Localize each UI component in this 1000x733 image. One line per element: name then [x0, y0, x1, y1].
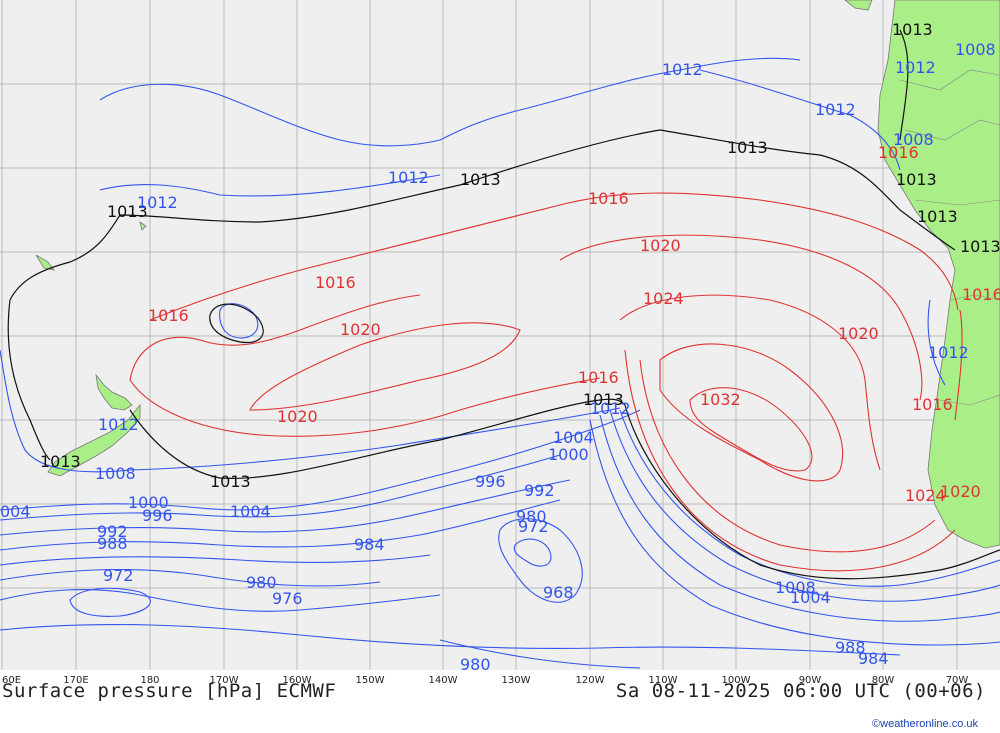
label-984: 984: [354, 535, 385, 554]
credit-link[interactable]: ©weatheronline.co.uk: [872, 718, 978, 730]
label-996: 996: [475, 472, 506, 491]
label-1024: 1024: [643, 289, 684, 308]
x-tick: 110W: [648, 675, 678, 686]
isobars-low: [0, 57, 1000, 669]
label-1020: 1020: [940, 482, 981, 501]
south-america-land: [877, 0, 1000, 549]
label-1004: 1004: [790, 588, 831, 607]
label-1013: 1013: [917, 207, 958, 226]
label-1012: 1012: [388, 168, 429, 187]
label-1013: 1013: [460, 170, 501, 189]
isobars-high: [129, 192, 963, 572]
new-zealand-north-island: [95, 373, 133, 411]
label-1008: 1008: [893, 130, 934, 149]
x-tick: 150W: [355, 675, 385, 686]
label-996: 996: [142, 506, 173, 525]
x-tick: 170E: [63, 675, 89, 686]
central-america-land: [844, 0, 873, 11]
x-tick: 180: [140, 675, 160, 686]
land: [35, 0, 1000, 549]
label-976: 976: [272, 589, 303, 608]
x-tick: 80W: [871, 675, 895, 686]
label-1012: 1012: [928, 343, 969, 362]
new-zealand-south-island: [47, 403, 141, 477]
label-1020: 1020: [640, 236, 681, 255]
map-title: Surface pressure [hPa] ECMWF: [2, 680, 337, 702]
valid-time: Sa 08-11-2025 06:00 UTC (00+06): [615, 680, 986, 702]
x-tick: 140W: [428, 675, 458, 686]
label-980: 980: [246, 573, 277, 592]
borders: [899, 69, 1000, 406]
x-tick: 60E: [2, 675, 22, 686]
label-1032: 1032: [700, 390, 741, 409]
x-tick: 70W: [945, 675, 969, 686]
label-1004: 1004: [230, 502, 271, 521]
label-1020: 1020: [340, 320, 381, 339]
label-1012: 1012: [98, 415, 139, 434]
label-1016: 1016: [878, 143, 919, 162]
isobar-labels: 1013 1013 1013 1013 1013 1013 1013 1013 …: [0, 20, 1000, 670]
label-1020: 1020: [838, 324, 879, 343]
label-1000: 1000: [548, 445, 589, 464]
label-1013: 1013: [960, 237, 1000, 256]
label-1016: 1016: [148, 306, 189, 325]
label-1012: 1012: [895, 58, 936, 77]
label-972: 972: [103, 566, 134, 585]
label-1024: 1024: [905, 486, 946, 505]
label-1004: 1004: [553, 428, 594, 447]
label-1013: 1013: [40, 452, 81, 471]
x-tick: 170W: [209, 675, 239, 686]
label-1013: 1013: [892, 20, 933, 39]
label-1013: 1013: [210, 472, 251, 491]
x-tick: 90W: [798, 675, 822, 686]
x-tick: 120W: [575, 675, 605, 686]
graticule: [0, 0, 1000, 670]
label-1004: 004: [0, 502, 31, 521]
label-1013: 1013: [896, 170, 937, 189]
label-980: 980: [460, 655, 491, 670]
label-972: 972: [518, 517, 549, 536]
x-tick: 100W: [721, 675, 751, 686]
label-1013: 1013: [583, 390, 624, 409]
label-1012: 1012: [662, 60, 703, 79]
label-984: 984: [858, 649, 889, 668]
label-1008: 1008: [95, 464, 136, 483]
label-988: 988: [835, 638, 866, 657]
label-1013: 1013: [107, 202, 148, 221]
label-1008: 1008: [775, 578, 816, 597]
label-1012: 1012: [590, 399, 631, 418]
label-1012: 1012: [137, 193, 178, 212]
label-992: 992: [97, 522, 128, 541]
label-1000: 1000: [128, 493, 169, 512]
label-1016: 1016: [588, 189, 629, 208]
label-1008: 1008: [955, 40, 996, 59]
label-1013: 1013: [727, 138, 768, 157]
pressure-map: 1013 1013 1013 1013 1013 1013 1013 1013 …: [0, 0, 1000, 670]
label-980: 980: [516, 507, 547, 526]
label-988: 988: [97, 534, 128, 553]
isobar-1013: [7, 29, 1000, 580]
label-1016: 1016: [962, 285, 1000, 304]
label-1016: 1016: [578, 368, 619, 387]
x-tick: 160W: [282, 675, 312, 686]
label-968: 968: [543, 583, 574, 602]
label-992: 992: [524, 481, 555, 500]
label-1020: 1020: [277, 407, 318, 426]
label-1012: 1012: [815, 100, 856, 119]
map-canvas: 1013 1013 1013 1013 1013 1013 1013 1013 …: [0, 0, 1000, 670]
label-1016: 1016: [912, 395, 953, 414]
label-1016: 1016: [315, 273, 356, 292]
x-tick: 130W: [501, 675, 531, 686]
